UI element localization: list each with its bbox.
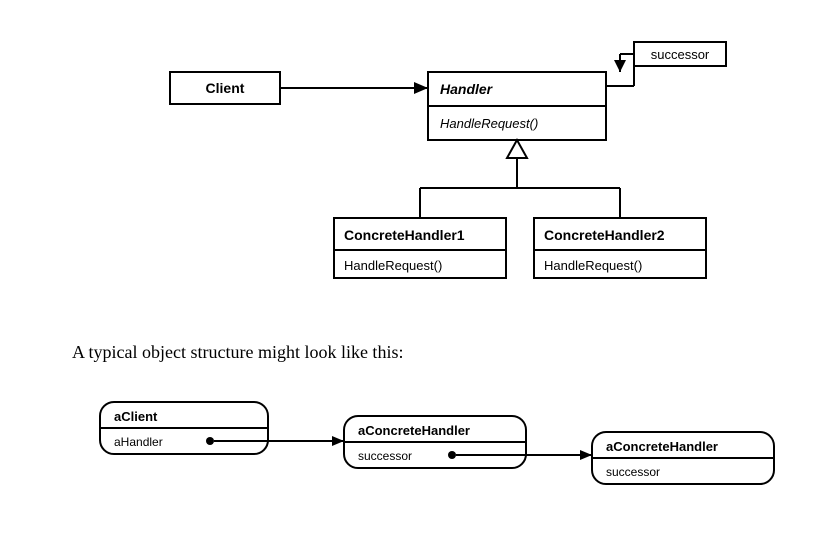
- object-handler1-slot: successor: [358, 449, 412, 463]
- association-client-handler: [280, 82, 428, 94]
- class-client: Client: [170, 72, 280, 104]
- caption-text: A typical object structure might look li…: [72, 342, 403, 363]
- class-diagram: Client Handler HandleRequest() successor: [0, 0, 820, 300]
- object-aclient-name: aClient: [114, 409, 158, 424]
- class-handler-method: HandleRequest(): [440, 116, 538, 131]
- inheritance-triangle-icon: [507, 140, 527, 158]
- reference-dot-icon: [448, 451, 456, 459]
- link-h1-h2: [456, 450, 592, 460]
- link-aclient-h1: [214, 436, 344, 446]
- arrowhead-icon: [414, 82, 428, 94]
- class-concrete1-title: ConcreteHandler1: [344, 227, 465, 243]
- object-handler-2: aConcreteHandler successor: [592, 432, 774, 484]
- class-handler-title: Handler: [440, 81, 494, 97]
- reference-dot-icon: [206, 437, 214, 445]
- object-diagram: aClient aHandler aConcreteHandler succes…: [0, 380, 820, 540]
- object-handler2-name: aConcreteHandler: [606, 439, 718, 454]
- object-handler1-name: aConcreteHandler: [358, 423, 470, 438]
- class-client-title: Client: [206, 80, 245, 96]
- class-concrete2-title: ConcreteHandler2: [544, 227, 665, 243]
- successor-label: successor: [651, 47, 710, 62]
- object-handler-1: aConcreteHandler successor: [344, 416, 526, 468]
- object-handler2-slot: successor: [606, 465, 660, 479]
- object-aclient-slot: aHandler: [114, 435, 163, 449]
- class-concrete1-method: HandleRequest(): [344, 258, 442, 273]
- class-concrete-handler-2: ConcreteHandler2 HandleRequest(): [534, 218, 706, 278]
- class-handler: Handler HandleRequest(): [428, 72, 606, 140]
- arrowhead-icon: [332, 436, 344, 446]
- self-association-successor: [606, 54, 634, 86]
- successor-label-box: successor: [634, 42, 726, 66]
- class-concrete2-method: HandleRequest(): [544, 258, 642, 273]
- arrowhead-icon: [614, 60, 626, 72]
- inheritance: [420, 140, 620, 218]
- arrowhead-icon: [580, 450, 592, 460]
- class-concrete-handler-1: ConcreteHandler1 HandleRequest(): [334, 218, 506, 278]
- object-aclient: aClient aHandler: [100, 402, 268, 454]
